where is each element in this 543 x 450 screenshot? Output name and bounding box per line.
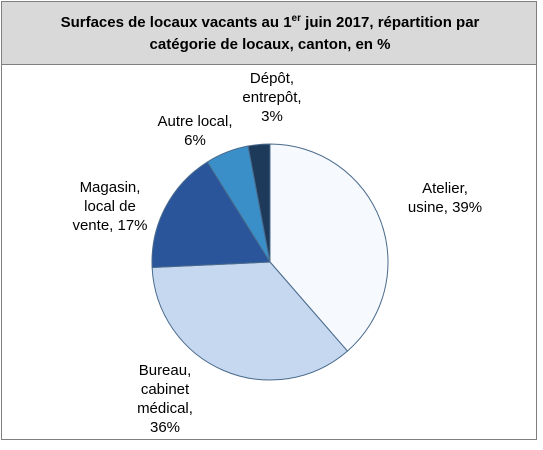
slice-label: Autre local, 6% bbox=[157, 113, 232, 149]
title-band bbox=[1, 1, 537, 65]
slice-label: Bureau, cabinet médical, 36% bbox=[137, 362, 193, 436]
slice-label-line: 3% bbox=[261, 108, 283, 125]
slice-label: Magasin, local de vente, 17% bbox=[72, 179, 147, 234]
chart-title: Surfaces de locaux vacants au 1er juin 2… bbox=[61, 13, 480, 31]
slice-label-line: Magasin, bbox=[80, 179, 141, 196]
slice-label-line: Atelier, bbox=[422, 180, 468, 197]
title-superscript: er bbox=[292, 13, 302, 24]
pie-slice bbox=[247, 143, 271, 263]
title-part: juin 2017, répartition par bbox=[301, 14, 480, 31]
slice-label-line: Autre local, bbox=[157, 113, 232, 130]
pie-slice bbox=[151, 161, 271, 269]
slice-label-line: entrepôt, bbox=[242, 89, 301, 106]
slice-label-line: Bureau, bbox=[139, 362, 192, 379]
title-part: Surfaces de locaux vacants au 1 bbox=[61, 14, 292, 31]
slice-label-line: Dépôt, bbox=[250, 70, 294, 87]
pie-slice bbox=[269, 143, 389, 352]
slice-label-line: 6% bbox=[184, 132, 206, 149]
slice-label-line: usine, 39% bbox=[408, 199, 482, 216]
slice-label-line: 36% bbox=[150, 419, 180, 436]
slice-label-line: vente, 17% bbox=[72, 217, 147, 234]
slice-label: Dépôt, entrepôt, 3% bbox=[242, 70, 301, 125]
chart-title-line2: catégorie de locaux, canton, en % bbox=[150, 36, 391, 53]
pie-slice bbox=[151, 261, 349, 381]
slice-label-line: cabinet bbox=[141, 381, 190, 398]
slice-label-line: local de bbox=[84, 198, 136, 215]
slice-label-line: médical, bbox=[137, 400, 193, 417]
slice-label: Atelier, usine, 39% bbox=[408, 180, 482, 216]
